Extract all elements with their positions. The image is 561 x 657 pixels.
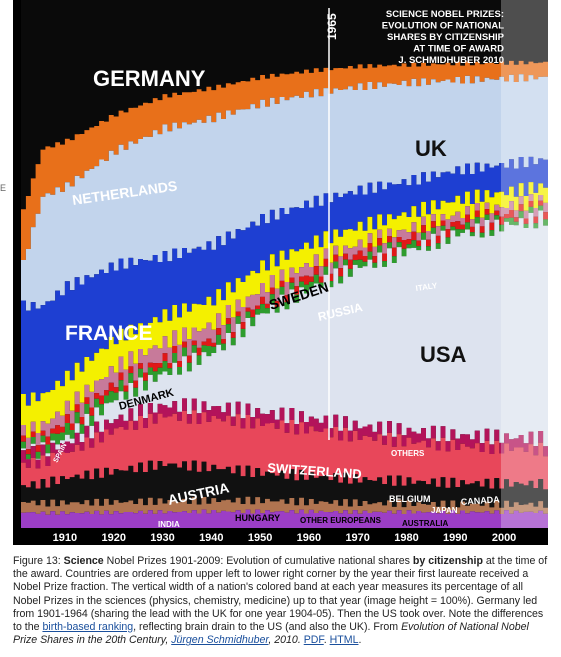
caption-paper-title: Evolution of National Nobel Prize Shares… xyxy=(13,621,529,647)
nobel-share-chart: 1965 SCIENCE NOBEL PRIZES: EVOLUTION OF N… xyxy=(13,0,548,545)
label-other-europeans: OTHER EUROPEANS xyxy=(300,516,382,525)
caption-bold-citizenship: by citizenship xyxy=(412,555,483,567)
label-india: INDIA xyxy=(158,520,180,529)
caption-text-5: . xyxy=(323,634,330,647)
left-edge-mark: E xyxy=(0,183,7,193)
title-line-1: SCIENCE NOBEL PRIZES: xyxy=(386,9,504,20)
label-france: FRANCE xyxy=(65,322,153,345)
label-italy: ITALY xyxy=(415,281,438,293)
x-tick-1930: 1930 xyxy=(150,532,174,544)
year-1965-label: 1965 xyxy=(325,13,339,40)
x-tick-1990: 1990 xyxy=(443,532,467,544)
band-usa xyxy=(21,210,548,460)
label-canada: CANADA xyxy=(460,494,500,507)
x-tick-1960: 1960 xyxy=(297,532,321,544)
x-axis-bar xyxy=(13,528,548,545)
x-tick-1910: 1910 xyxy=(53,532,77,544)
label-usa: USA xyxy=(420,342,467,367)
band-russia xyxy=(21,200,548,455)
chart-title: SCIENCE NOBEL PRIZES:EVOLUTION OF NATION… xyxy=(382,9,505,66)
label-uk: UK xyxy=(415,136,447,161)
title-line-2: EVOLUTION OF NATIONAL xyxy=(382,21,504,32)
chart-canvas: 1965 SCIENCE NOBEL PRIZES:EVOLUTION OF N… xyxy=(13,0,548,545)
x-tick-1920: 1920 xyxy=(101,532,125,544)
label-hungary: HUNGARY xyxy=(235,513,280,523)
label-switzerland: SWITZERLAND xyxy=(267,460,362,482)
band-other-europeans xyxy=(21,509,548,528)
x-tick-1950: 1950 xyxy=(248,532,272,544)
title-line-5: J. SCHMIDHUBER 2010 xyxy=(398,55,504,66)
label-japan: JAPAN xyxy=(431,506,458,515)
label-germany: GERMANY xyxy=(93,66,206,91)
caption-text-3: , reflecting brain drain to the US (and … xyxy=(133,621,402,634)
x-tick-1980: 1980 xyxy=(394,532,418,544)
x-tick-1940: 1940 xyxy=(199,532,223,544)
band-italy xyxy=(21,205,548,459)
caption-text-4: , 2010. xyxy=(268,634,304,647)
figure-caption: Figure 13: Science Nobel Prizes 1901-200… xyxy=(13,555,548,647)
band-netherlands xyxy=(21,60,548,260)
caption-text-2: at the time of the award. Countries are … xyxy=(13,555,548,634)
birth-based-ranking-link[interactable]: birth-based ranking xyxy=(42,621,134,634)
caption-text-1: Nobel Prizes 1901-2009: Evolution of cum… xyxy=(103,555,413,567)
band-germany xyxy=(21,0,548,210)
pdf-link[interactable]: PDF xyxy=(303,634,324,647)
title-line-4: AT TIME OF AWARD xyxy=(413,44,504,55)
author-link[interactable]: Jürgen Schmidhuber xyxy=(171,634,269,647)
label-belgium: BELGIUM xyxy=(389,494,431,504)
band-austria xyxy=(21,460,548,508)
label-australia: AUSTRALIA xyxy=(402,519,448,528)
label-others: OTHERS xyxy=(391,449,425,458)
caption-text-6: . xyxy=(358,634,362,647)
x-tick-1970: 1970 xyxy=(345,532,369,544)
x-tick-2000: 2000 xyxy=(492,532,516,544)
x-axis: 1910 1920 1930 1940 1950 1960 1970 1980 1990 2000 xyxy=(13,528,548,545)
html-link[interactable]: HTML xyxy=(329,634,359,647)
caption-figure-number: Figure 13: xyxy=(13,555,64,567)
caption-bold-science: Science xyxy=(63,555,104,567)
chart-bands xyxy=(21,0,548,528)
band-uk xyxy=(21,74,548,311)
shaded-2000s-overlay xyxy=(501,0,548,528)
title-line-3: SHARES BY CITIZENSHIP xyxy=(387,32,505,43)
band-france xyxy=(21,156,548,406)
band-others xyxy=(21,398,548,469)
band-switzerland xyxy=(21,410,548,490)
